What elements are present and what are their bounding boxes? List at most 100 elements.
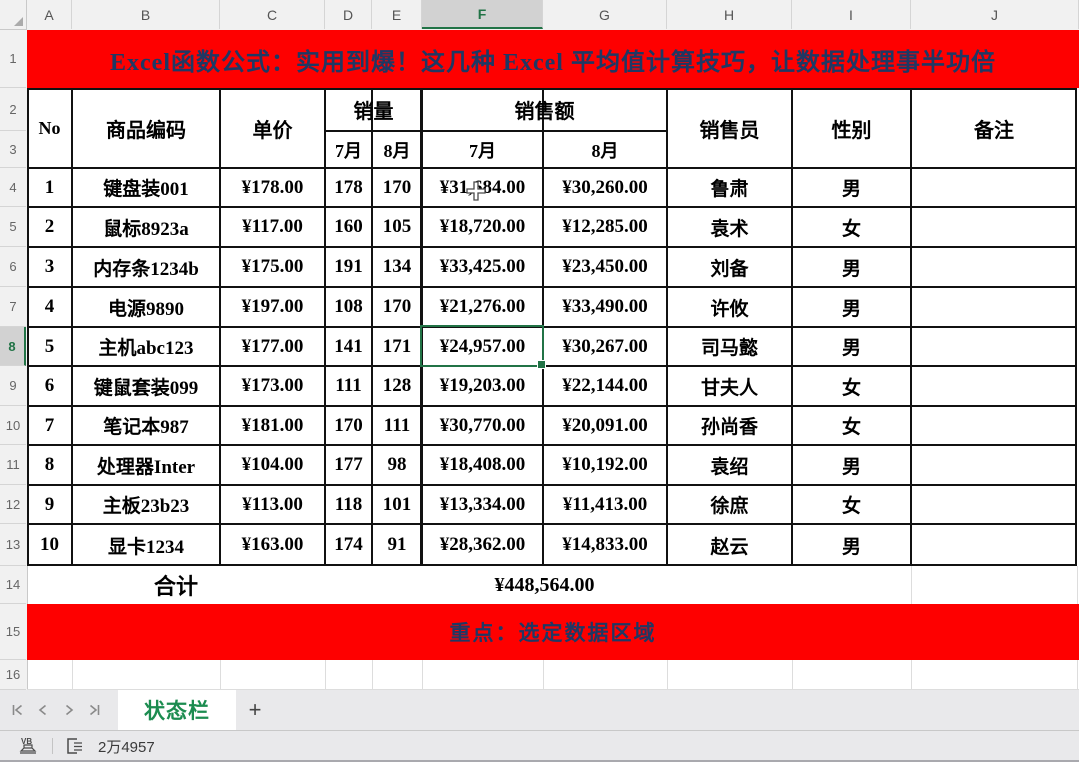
- cell-B6[interactable]: 内存条1234b: [93, 258, 199, 280]
- row-header-8[interactable]: 8: [0, 327, 26, 366]
- row-header-13[interactable]: 13: [0, 524, 26, 566]
- column-header-E[interactable]: E: [372, 0, 422, 29]
- header-rev-july[interactable]: 7月: [469, 140, 496, 161]
- column-header-F[interactable]: F: [422, 0, 543, 29]
- cell-E12[interactable]: 101: [382, 493, 412, 515]
- cell-A6[interactable]: 3: [44, 256, 55, 277]
- cell-B11[interactable]: 处理器Inter: [96, 456, 196, 478]
- cell-C7[interactable]: ¥197.00: [241, 296, 304, 317]
- cell-B7[interactable]: 电源9890: [107, 298, 184, 320]
- row-header-12[interactable]: 12: [0, 485, 26, 524]
- cell-J10[interactable]: [911, 406, 1077, 445]
- cell-E11[interactable]: 98: [387, 454, 407, 475]
- cell-A9[interactable]: 6: [44, 375, 55, 396]
- cell-F6[interactable]: ¥33,425.00: [439, 256, 526, 277]
- cell-G7[interactable]: ¥33,490.00: [562, 296, 648, 317]
- header-sales-revenue[interactable]: 销售额: [514, 101, 575, 123]
- cell-E13[interactable]: 91: [387, 534, 407, 555]
- column-header-A[interactable]: A: [27, 0, 72, 29]
- header-qty-august[interactable]: 8月: [383, 140, 411, 161]
- column-header-D[interactable]: D: [325, 0, 372, 29]
- cell-C4[interactable]: ¥178.00: [241, 176, 304, 198]
- cell-F13[interactable]: ¥28,362.00: [439, 534, 526, 555]
- cell-G12[interactable]: ¥11,413.00: [562, 493, 648, 515]
- highlight-banner-cell[interactable]: 重点：选定数据区域: [27, 604, 1079, 660]
- title-banner-cell[interactable]: Excel函数公式：实用到爆！这几种 Excel 平均值计算技巧，让数据处理事半…: [27, 30, 1079, 88]
- header-no[interactable]: No: [38, 117, 61, 138]
- next-sheet-button[interactable]: [58, 699, 80, 721]
- cell-D12[interactable]: 118: [334, 493, 363, 515]
- cell-I4[interactable]: 男: [841, 179, 861, 200]
- cell-C6[interactable]: ¥175.00: [241, 256, 304, 277]
- header-salesperson[interactable]: 销售员: [699, 119, 760, 142]
- cell-B8[interactable]: 主机abc123: [98, 338, 194, 359]
- select-all-corner[interactable]: [0, 0, 27, 30]
- cell-J13[interactable]: [911, 524, 1077, 566]
- first-sheet-button[interactable]: [6, 699, 28, 721]
- cell-G6[interactable]: ¥23,450.00: [562, 256, 648, 277]
- cell-H5[interactable]: 袁术: [710, 218, 749, 240]
- cell-D9[interactable]: 111: [335, 375, 362, 396]
- column-header-G[interactable]: G: [543, 0, 667, 29]
- cell-B13[interactable]: 显卡1234: [107, 536, 184, 558]
- column-header-C[interactable]: C: [220, 0, 325, 29]
- row-header-11[interactable]: 11: [0, 445, 26, 485]
- header-note[interactable]: 备注: [974, 119, 1014, 142]
- cell-I7[interactable]: 男: [841, 298, 861, 320]
- header-unit-price[interactable]: 单价: [252, 119, 293, 142]
- row-header-6[interactable]: 6: [0, 247, 26, 287]
- row-header-1[interactable]: 1: [0, 30, 26, 88]
- fill-handle[interactable]: [537, 360, 546, 369]
- cell-C9[interactable]: ¥173.00: [241, 375, 304, 396]
- cell-H6[interactable]: 刘备: [710, 258, 749, 280]
- cell-E8[interactable]: 171: [382, 335, 412, 357]
- row-header-10[interactable]: 10: [0, 406, 26, 445]
- cell-I9[interactable]: 女: [841, 377, 861, 399]
- cell-H7[interactable]: 许攸: [710, 298, 749, 320]
- row-header-9[interactable]: 9: [0, 366, 26, 406]
- cell-A7[interactable]: 4: [44, 296, 55, 317]
- cell-B9[interactable]: 键鼠套装099: [93, 377, 199, 399]
- cell-E5[interactable]: 105: [382, 216, 412, 237]
- cell-G9[interactable]: ¥22,144.00: [562, 375, 648, 396]
- cell-F11[interactable]: ¥18,408.00: [439, 454, 526, 475]
- cell-reading-mode-icon[interactable]: [64, 736, 86, 761]
- cell-I12[interactable]: 女: [841, 496, 861, 517]
- cell-D4[interactable]: 178: [334, 176, 363, 198]
- cell-B12[interactable]: 主板23b23: [102, 496, 190, 517]
- cell-J6[interactable]: [911, 247, 1077, 287]
- cell-C11[interactable]: ¥104.00: [241, 454, 304, 475]
- cell-F10[interactable]: ¥30,770.00: [439, 414, 526, 436]
- cell-H12[interactable]: 徐庶: [710, 496, 749, 517]
- cell-J8[interactable]: [911, 327, 1077, 366]
- cell-H10[interactable]: 孙尚香: [700, 417, 758, 438]
- summary-label-cell[interactable]: 合计: [153, 574, 198, 599]
- row-header-3[interactable]: 3: [0, 131, 26, 168]
- cell-F4[interactable]: ¥31,684.00: [439, 176, 526, 198]
- cell-A12[interactable]: 9: [44, 493, 55, 515]
- header-rev-august[interactable]: 8月: [591, 140, 619, 161]
- row-header-15[interactable]: 15: [0, 604, 26, 660]
- cell-C13[interactable]: ¥163.00: [241, 534, 304, 555]
- cell-F9[interactable]: ¥19,203.00: [439, 375, 526, 396]
- header-gender[interactable]: 性别: [831, 119, 872, 142]
- cell-I8[interactable]: 男: [841, 338, 861, 359]
- cell-F12[interactable]: ¥13,334.00: [439, 493, 526, 515]
- cell-H13[interactable]: 赵云: [710, 536, 749, 558]
- cell-D8[interactable]: 141: [334, 335, 363, 357]
- cell-A11[interactable]: 8: [44, 454, 55, 475]
- cell-D10[interactable]: 170: [334, 414, 363, 436]
- cell-H11[interactable]: 袁绍: [710, 456, 749, 478]
- column-header-I[interactable]: I: [792, 0, 911, 29]
- cell-E4[interactable]: 170: [382, 176, 412, 198]
- cell-C10[interactable]: ¥181.00: [241, 414, 304, 436]
- column-header-J[interactable]: J: [911, 0, 1079, 29]
- row-header-14[interactable]: 14: [0, 566, 26, 604]
- cell-J5[interactable]: [911, 207, 1077, 247]
- cell-I6[interactable]: 男: [841, 258, 861, 280]
- cell-I13[interactable]: 男: [841, 536, 861, 558]
- cell-G5[interactable]: ¥12,285.00: [562, 216, 648, 237]
- cell-E10[interactable]: 111: [383, 414, 411, 436]
- cell-D7[interactable]: 108: [334, 296, 363, 317]
- cell-B4[interactable]: 键盘装001: [103, 179, 189, 200]
